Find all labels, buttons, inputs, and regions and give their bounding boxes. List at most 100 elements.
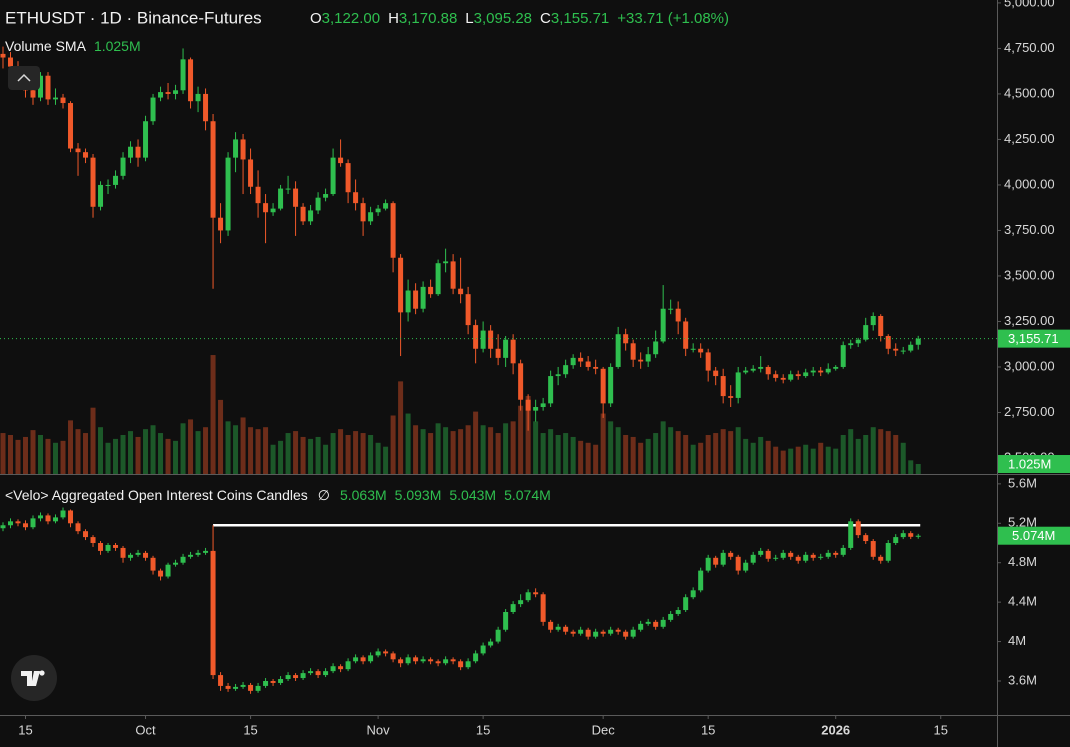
volume-bar xyxy=(750,442,756,474)
logo[interactable] xyxy=(11,655,57,701)
x-tick-label: 2026 xyxy=(821,722,850,737)
volume-bar xyxy=(473,411,479,474)
candle-body xyxy=(893,537,899,544)
volume-bar xyxy=(488,427,494,474)
oi-legend: <Velo> Aggregated Open Interest Coins Ca… xyxy=(5,487,551,503)
volume-bar xyxy=(863,435,869,474)
volume-bar xyxy=(413,425,419,474)
volume-bar xyxy=(608,421,614,474)
candle-body xyxy=(630,343,636,360)
volume-bar xyxy=(465,425,471,474)
open-interest-pane xyxy=(0,507,921,694)
volume-bar xyxy=(128,431,134,474)
candle-body xyxy=(443,261,449,264)
candle-body xyxy=(645,354,651,362)
candle-body xyxy=(675,610,681,614)
y-tick-label: 3,250.00 xyxy=(1004,313,1055,328)
candle-body xyxy=(510,339,516,364)
volume-bar xyxy=(405,413,411,474)
candle-body xyxy=(735,556,741,571)
candle-body xyxy=(578,357,584,362)
candle-body xyxy=(0,53,6,58)
volume-value-box xyxy=(998,455,1070,474)
y-tick-label: 3,000.00 xyxy=(1004,358,1055,373)
volume-bar xyxy=(263,427,269,474)
candle-body xyxy=(443,659,449,664)
candle-body xyxy=(218,675,224,686)
volume-bar xyxy=(908,460,914,474)
candle-body xyxy=(330,157,336,195)
candle-body xyxy=(833,366,839,369)
candle-body xyxy=(195,552,201,555)
candle-body xyxy=(308,210,314,222)
candle-body xyxy=(750,554,756,563)
candle-body xyxy=(660,308,666,342)
volume-bar xyxy=(653,433,659,474)
x-tick-label: Dec xyxy=(592,722,616,737)
volume-bar xyxy=(165,438,171,474)
candle-body xyxy=(473,653,479,662)
volume-bar xyxy=(915,464,921,474)
volume-bar xyxy=(210,355,216,474)
candle-body xyxy=(210,550,216,676)
ohlc-key: H xyxy=(388,10,399,27)
candle-body xyxy=(525,592,531,601)
candle-body xyxy=(705,352,711,371)
volume-value-label: 1.025M xyxy=(1008,456,1051,471)
candle-body xyxy=(840,547,846,555)
volume-value: 1.025M xyxy=(94,38,141,54)
volume-bar xyxy=(630,436,636,474)
volume-bar xyxy=(900,442,906,474)
candle-body xyxy=(330,666,336,672)
candle-body xyxy=(540,594,546,622)
volume-bar xyxy=(503,423,509,474)
candle-body xyxy=(885,336,891,349)
candle-body xyxy=(510,604,516,613)
candle-body xyxy=(668,613,674,620)
volume-bar xyxy=(345,435,351,474)
candle-body xyxy=(503,339,509,358)
candle-body xyxy=(878,316,884,337)
candle-body xyxy=(690,348,696,350)
candle-body xyxy=(375,651,381,656)
x-tick-label: Nov xyxy=(367,722,391,737)
candle-body xyxy=(323,194,329,198)
candle-body xyxy=(383,203,389,209)
volume-bar xyxy=(15,439,21,474)
volume-bar xyxy=(8,435,14,474)
x-tick-label: 15 xyxy=(243,722,257,737)
y-tick-label: 5,000.00 xyxy=(1004,0,1055,9)
volume-bar xyxy=(0,433,6,474)
candle-body xyxy=(173,90,179,94)
volume-bar xyxy=(728,431,734,474)
candle-body xyxy=(15,521,21,524)
candle-body xyxy=(165,564,171,577)
candle-body xyxy=(195,93,201,102)
candle-body xyxy=(795,374,801,377)
candle-body xyxy=(555,626,561,630)
candle-body xyxy=(773,557,779,559)
candle-body xyxy=(878,556,884,561)
candle-body xyxy=(773,374,779,378)
candle-body xyxy=(293,188,299,207)
volume-name: Volume SMA xyxy=(5,38,87,54)
volume-bar xyxy=(840,435,846,474)
candle-body xyxy=(863,535,869,542)
candle-body xyxy=(315,671,321,676)
volume-bar xyxy=(285,433,291,474)
volume-bar xyxy=(795,446,801,474)
candle-body xyxy=(713,557,719,565)
candle-body xyxy=(8,521,14,526)
volume-bar xyxy=(645,438,651,474)
button-bg[interactable] xyxy=(8,66,40,90)
candle-body xyxy=(83,152,89,158)
collapse-button[interactable] xyxy=(8,66,40,90)
candle-body xyxy=(45,515,51,522)
candle-body xyxy=(165,92,171,94)
chevron xyxy=(17,73,31,82)
volume-bar xyxy=(30,430,36,474)
candle-body xyxy=(788,552,794,557)
volume-bar xyxy=(60,440,66,474)
candle-body xyxy=(683,597,689,611)
volume-legend: Volume SMA 1.025M xyxy=(5,38,141,54)
